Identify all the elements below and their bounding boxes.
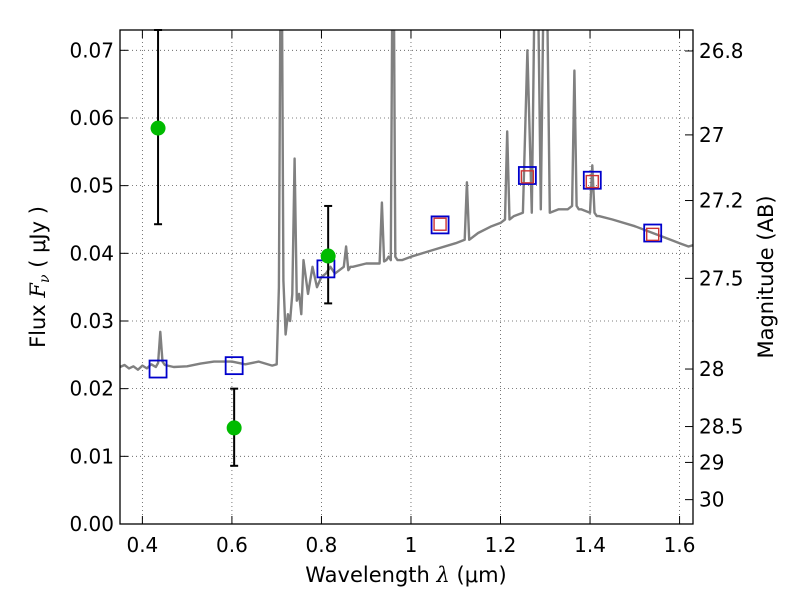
error-bars xyxy=(154,29,333,467)
y-tick-label: 0.06 xyxy=(69,106,114,130)
model-band-marker xyxy=(643,223,663,243)
x-tick-label: 1.4 xyxy=(574,533,606,557)
observed-ir-marker xyxy=(433,217,447,231)
y2-tick-label: 29 xyxy=(699,450,724,474)
y2-axis-label: Magnitude (AB) xyxy=(754,195,778,358)
x-axis-label: Wavelength λ (μm) xyxy=(305,563,506,587)
y2-tick-label: 27.5 xyxy=(699,266,744,290)
grid xyxy=(120,30,693,525)
y-tick-label: 0.00 xyxy=(69,512,114,536)
x-tick-label: 0.4 xyxy=(126,533,158,557)
y-tick-label: 0.02 xyxy=(69,377,114,401)
y-tick-label: 0.07 xyxy=(69,38,114,62)
plot-frame xyxy=(119,29,694,525)
observed-ir-marker xyxy=(520,170,535,184)
model-band-marker xyxy=(582,170,602,190)
y2-tick-label: 27.2 xyxy=(699,189,744,213)
model-band-marker xyxy=(224,356,244,376)
y2-tick-label: 28 xyxy=(699,357,724,381)
y2-tick-label: 27 xyxy=(699,123,724,147)
model-spectrum xyxy=(120,30,693,371)
y-axis-label: Flux Fν ( μJy ) xyxy=(26,206,53,348)
model-band-marker xyxy=(517,166,537,185)
observed-optical-marker xyxy=(150,120,166,136)
observed-ir-marker xyxy=(585,174,599,189)
y-tick-label: 0.01 xyxy=(69,444,114,468)
y2-tick-label: 26.8 xyxy=(699,39,744,63)
y-tick-label: 0.05 xyxy=(69,174,114,198)
observed-optical-marker xyxy=(320,248,336,264)
y-tick-label: 0.04 xyxy=(69,241,114,265)
y2-tick-label: 28.5 xyxy=(699,415,744,439)
data-markers xyxy=(148,120,663,436)
model-band-marker xyxy=(430,215,450,235)
x-tick-label: 1 xyxy=(405,533,418,557)
observed-optical-marker xyxy=(226,420,242,436)
y-tick-label: 0.03 xyxy=(69,309,114,333)
x-tick-label: 0.8 xyxy=(306,533,338,557)
observed-ir-marker xyxy=(646,227,660,242)
y2-tick-label: 30 xyxy=(699,488,724,512)
spectrum-line xyxy=(120,30,693,371)
model-band-marker xyxy=(148,359,168,379)
x-tick-label: 1.2 xyxy=(485,533,517,557)
x-tick-label: 1.6 xyxy=(664,533,696,557)
axis-ticks: 0.4 0.6 0.8 1 1.2 1.4 1.6 0.00 0.01 0.02 0.03 0.04 0… xyxy=(69,30,744,557)
x-tick-label: 0.6 xyxy=(216,533,248,557)
